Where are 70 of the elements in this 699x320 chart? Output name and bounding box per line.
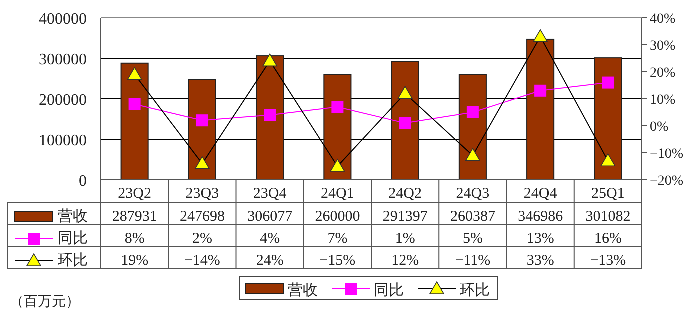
legend-label: 营收: [58, 208, 88, 225]
x-tick-label: 23Q2: [118, 186, 152, 202]
y2-tick-label: 10%: [650, 93, 676, 108]
legend-label: 环比: [58, 252, 88, 269]
point: [466, 148, 480, 162]
data-label: 8%: [124, 231, 145, 247]
bar: [594, 58, 622, 180]
y2-tick-label: 30%: [650, 39, 676, 54]
y2-tick-label: 0%: [650, 120, 669, 135]
data-label: −11%: [455, 253, 491, 269]
legend: 营收 同比 环比: [240, 276, 498, 300]
x-tick-label: 24Q1: [321, 186, 354, 202]
data-label: 306077: [248, 209, 294, 225]
data-label: 2%: [192, 231, 212, 247]
data-label: −14%: [184, 253, 220, 269]
data-label: 260387: [450, 209, 496, 225]
point: [264, 109, 276, 122]
data-label: 16%: [594, 231, 622, 247]
point: [466, 106, 479, 118]
y2-tick-label: −20%: [650, 174, 684, 189]
point: [534, 84, 547, 97]
y2-tick-label: −10%: [650, 147, 684, 162]
x-tick-label: 23Q3: [186, 186, 220, 202]
point: [262, 54, 278, 67]
x-tick-label: 24Q3: [456, 186, 490, 202]
data-label: 33%: [526, 253, 554, 269]
x-tick-label: 24Q2: [388, 186, 422, 202]
y-tick-label: 100000: [39, 132, 87, 150]
data-label: 7%: [328, 231, 348, 247]
data-label: 24%: [256, 253, 284, 269]
point: [128, 98, 141, 110]
data-label: 1%: [395, 231, 416, 247]
data-label: 260000: [315, 209, 360, 225]
bar: [391, 61, 420, 180]
text: （百万元）: [10, 295, 80, 310]
bar: [120, 62, 149, 180]
data-label: 247698: [180, 209, 225, 225]
y2-tick-label: 20%: [650, 66, 676, 81]
data-label: 346986: [518, 209, 564, 225]
data-label: 13%: [526, 231, 554, 247]
y-tick-label: 300000: [39, 52, 87, 68]
data-label: 19%: [121, 253, 149, 269]
data-label: 287931: [112, 209, 158, 225]
y-tick-label: 400000: [39, 11, 87, 28]
data-label: 291397: [382, 209, 428, 225]
data-label: 301082: [586, 209, 631, 225]
point: [127, 67, 142, 80]
point: [196, 114, 208, 127]
point: [602, 76, 614, 89]
data-label: −13%: [590, 253, 626, 269]
bar: [526, 38, 555, 180]
bar: [256, 56, 284, 180]
data-label: −15%: [320, 253, 356, 269]
point: [399, 117, 412, 130]
data-label: 4%: [260, 231, 280, 247]
legend-label: 同比: [58, 230, 88, 247]
y-tick-label: 0: [79, 173, 87, 190]
x-tick-label: 23Q4: [253, 186, 288, 202]
y2-tick-label: 40%: [650, 12, 676, 27]
data-label: 12%: [392, 253, 420, 269]
y-tick-label: 200000: [39, 92, 87, 109]
point: [533, 30, 548, 42]
point: [330, 159, 346, 172]
point: [195, 156, 210, 170]
point: [600, 154, 616, 166]
x-tick-label: 24Q4: [524, 186, 558, 202]
point: [332, 101, 344, 114]
x-tick-label: 25Q1: [592, 186, 625, 202]
data-label: 5%: [462, 231, 483, 247]
point: [398, 86, 413, 99]
